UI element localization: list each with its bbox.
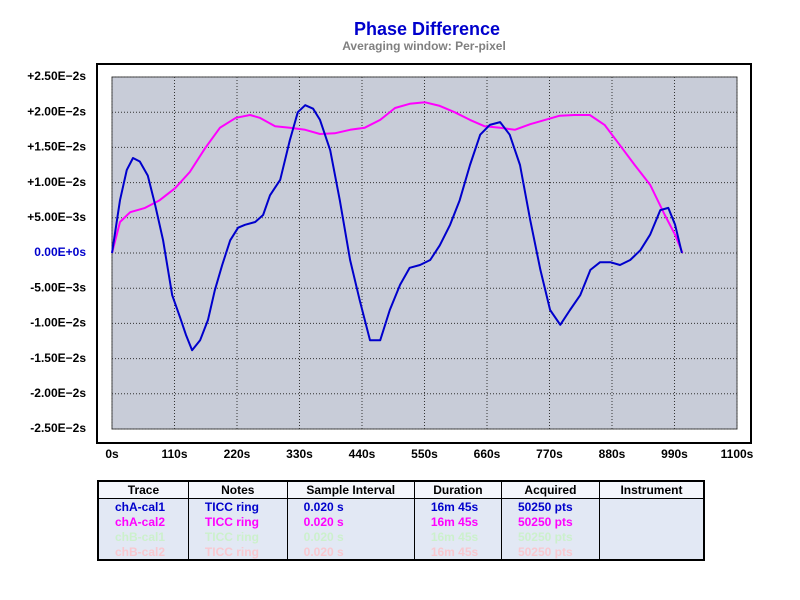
trace-row: chB-cal2 TICC ring 0.020 s 16m 45s 50250 pts xyxy=(97,544,705,560)
y-tick-label: +2.50E−2s xyxy=(27,69,86,83)
table-cell xyxy=(598,498,705,514)
column-header: Duration xyxy=(413,480,502,499)
table-cell: 50250 pts xyxy=(500,529,600,544)
y-tick-label: -2.00E−2s xyxy=(30,386,86,400)
series-line xyxy=(111,104,683,352)
series-line xyxy=(111,101,684,254)
x-tick-label: 880s xyxy=(599,447,626,461)
x-tick-label: 220s xyxy=(224,447,251,461)
table-cell: 0.020 s xyxy=(286,514,415,529)
table-cell: TICC ring xyxy=(187,514,288,529)
y-tick-label: 0.00E+0s xyxy=(34,245,86,259)
x-tick-label: 110s xyxy=(161,447,187,461)
y-tick-label: -1.00E−2s xyxy=(30,316,86,330)
table-cell: TICC ring xyxy=(187,529,288,544)
x-tick-label: 660s xyxy=(474,447,501,461)
trace-row: chA-cal2 TICC ring 0.020 s 16m 45s 50250 pts xyxy=(97,514,705,529)
chart: Phase Difference Averaging window: Per-p… xyxy=(27,19,754,461)
y-tick-label: -1.50E−2s xyxy=(30,351,86,365)
table-cell: chA-cal1 xyxy=(97,498,189,514)
table-cell: 0.020 s xyxy=(286,498,415,514)
chart-subtitle: Averaging window: Per-pixel xyxy=(342,39,506,53)
trace-table: Trace Notes Sample Interval Duration Acquire… xyxy=(97,480,705,561)
column-header: Trace xyxy=(97,480,189,499)
y-tick-label: +2.00E−2s xyxy=(27,104,86,118)
table-cell: chB-cal2 xyxy=(97,544,189,560)
table-body: chA-cal1 TICC ring 0.020 s 16m 45s 50250 pts… xyxy=(97,498,705,560)
y-tick-label: +5.00E−3s xyxy=(27,210,86,224)
table-cell: chA-cal2 xyxy=(97,514,189,529)
table-cell: 16m 45s xyxy=(413,529,502,544)
x-tick-label: 440s xyxy=(349,447,376,461)
table-cell: 16m 45s xyxy=(413,544,502,560)
table-cell: TICC ring xyxy=(187,498,288,514)
trace-row: chB-cal1 TICC ring 0.020 s 16m 45s 50250 pts xyxy=(97,529,705,544)
table-cell xyxy=(598,529,705,544)
header-row: Trace Notes Sample Interval Duration Acquire… xyxy=(97,480,705,499)
column-header: Acquired xyxy=(500,480,600,499)
x-tick-label: 1100s xyxy=(721,447,754,461)
trace-row: chA-cal1 TICC ring 0.020 s 16m 45s 50250 pts xyxy=(97,498,705,514)
table-cell xyxy=(598,514,705,529)
y-tick-label: +1.00E−2s xyxy=(27,175,86,189)
y-tick-label: -5.00E−3s xyxy=(30,280,86,294)
table-cell xyxy=(598,544,705,560)
x-tick-label: 0s xyxy=(105,447,119,461)
chart-title: Phase Difference xyxy=(354,19,500,39)
column-header: Sample Interval xyxy=(286,480,415,499)
table-cell: 0.020 s xyxy=(286,529,415,544)
y-tick-label: +1.50E−2s xyxy=(27,140,86,154)
y-tick-label: -2.50E−2s xyxy=(30,421,86,435)
x-tick-label: 770s xyxy=(536,447,563,461)
x-tick-label: 550s xyxy=(411,447,438,461)
table-cell: 50250 pts xyxy=(500,544,600,560)
table-cell: 16m 45s xyxy=(413,498,502,514)
table-cell: TICC ring xyxy=(187,544,288,560)
table-cell: 50250 pts xyxy=(500,498,600,514)
table-cell: 50250 pts xyxy=(500,514,600,529)
column-header: Notes xyxy=(187,480,288,499)
table-cell: 16m 45s xyxy=(413,514,502,529)
x-tick-label: 990s xyxy=(661,447,688,461)
table-cell: 0.020 s xyxy=(286,544,415,560)
table-cell: chB-cal1 xyxy=(97,529,189,544)
x-tick-label: 330s xyxy=(286,447,313,461)
column-header: Instrument xyxy=(598,480,705,499)
